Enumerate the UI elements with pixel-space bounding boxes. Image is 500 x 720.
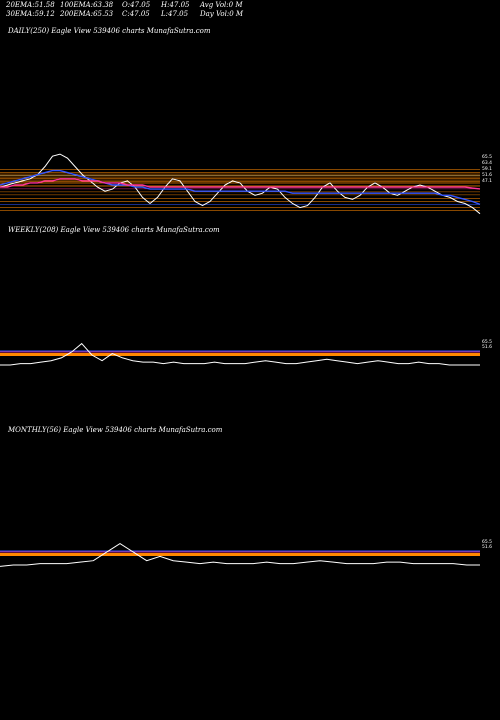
ema30-label: 30EMA: <box>6 10 35 18</box>
weekly-chart: 65.551.6 <box>0 339 492 366</box>
avg-vol-label: Avg Vol: <box>200 1 229 9</box>
right-axis-label: 59.1 <box>482 166 492 172</box>
low-label: L: <box>161 10 169 18</box>
weekly-panel-title: WEEKLY(208) Eagle View 539406 charts Mun… <box>8 226 220 234</box>
ema100-label: 100EMA: <box>60 1 94 9</box>
ema200-value: 65.53 <box>93 10 114 18</box>
close-value: 47.05 <box>129 10 150 18</box>
monthly-panel-title: MONTHLY(56) Eagle View 539406 charts Mun… <box>8 426 223 434</box>
header-row-2-col5: Day Vol:0 M <box>200 10 243 18</box>
series-ema30 <box>0 178 481 190</box>
series-price <box>0 342 480 366</box>
right-axis-label: 51.6 <box>482 172 492 178</box>
header-row-2: 30EMA:59.12 <box>6 10 55 18</box>
header-row-1: 20EMA:51.58 <box>6 1 55 9</box>
avg-vol-value: 0 M <box>228 1 243 9</box>
daily-chart: 65.563.459.151.647.1 <box>0 153 492 215</box>
header-row-1-col4: H:47.05 <box>161 1 190 9</box>
ema100-value: 63.38 <box>93 1 114 9</box>
series-ema20 <box>0 169 481 206</box>
ema20-label: 20EMA: <box>6 1 35 9</box>
open-value: 47.05 <box>130 1 151 9</box>
header-row-1-col5: Avg Vol:0 M <box>200 1 243 9</box>
level-band <box>0 353 480 356</box>
open-label: O: <box>122 1 131 9</box>
right-axis-label: 51.6 <box>482 544 492 550</box>
close-label: C: <box>122 10 130 18</box>
header-row-2-col2: 200EMA:65.53 <box>60 10 113 18</box>
high-value: 47.05 <box>169 1 190 9</box>
series-price <box>0 543 480 567</box>
right-axis-label: 65.5 <box>482 154 492 160</box>
header-row-2-col4: L:47.05 <box>161 10 188 18</box>
level-band <box>0 553 480 556</box>
right-axis-label: 51.6 <box>482 344 492 350</box>
header-row-1-col3: O:47.05 <box>122 1 150 9</box>
ema200-label: 200EMA: <box>60 10 94 18</box>
low-value: 47.05 <box>168 10 189 18</box>
day-vol-value: 0 M <box>229 10 244 18</box>
right-axis-label: 65.5 <box>482 539 492 545</box>
monthly-chart: 65.551.6 <box>0 539 492 567</box>
ema30-value: 59.12 <box>34 10 55 18</box>
right-axis-label: 47.1 <box>482 178 492 184</box>
daily-panel-title: DAILY(250) Eagle View 539406 charts Muna… <box>8 27 211 35</box>
ema20-value: 51.58 <box>34 1 55 9</box>
right-axis-label: 63.4 <box>482 160 492 166</box>
right-axis-label: 65.5 <box>482 339 492 345</box>
day-vol-label: Day Vol: <box>200 10 230 18</box>
high-label: H: <box>161 1 170 9</box>
header-row-1-col2: 100EMA:63.38 <box>60 1 113 9</box>
header-row-2-col3: C:47.05 <box>122 10 150 18</box>
series-price <box>0 153 481 215</box>
